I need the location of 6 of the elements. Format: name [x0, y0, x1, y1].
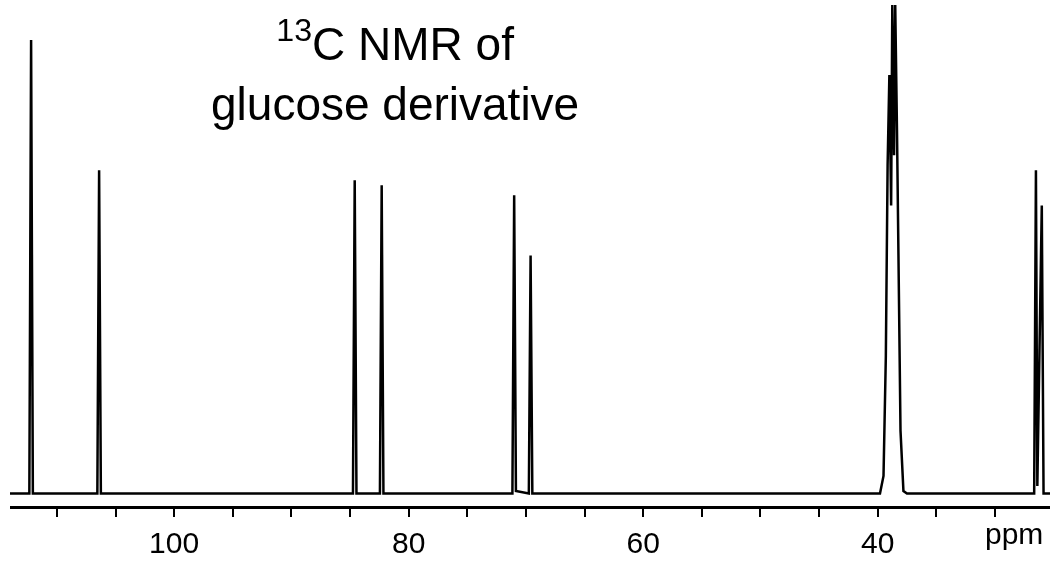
text: $^{13}$C NMR of glucose derivative — [211, 12, 580, 131]
x-tick-label: 60 — [626, 526, 660, 559]
x-tick-label: 40 — [860, 526, 895, 559]
x-tick-label: 100 — [149, 526, 200, 559]
x-axis-title: ppm — [985, 517, 1044, 550]
x-tick-label: 80 — [391, 526, 426, 559]
